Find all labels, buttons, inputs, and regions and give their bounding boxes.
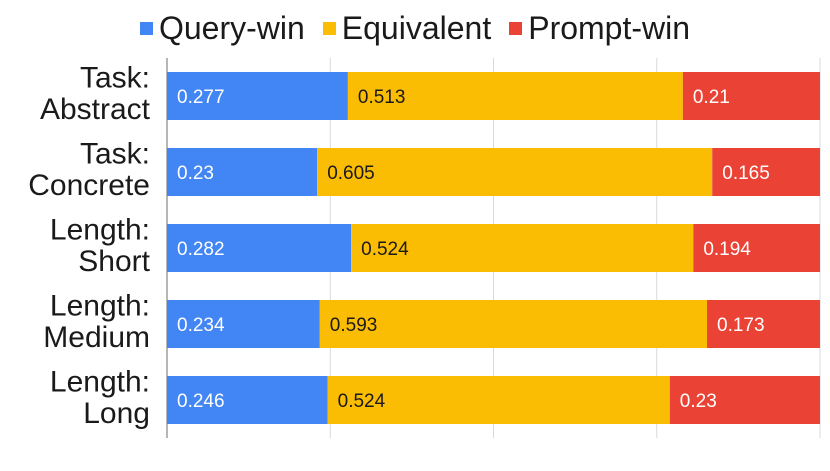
legend-swatch-prompt-win [509,21,523,35]
bar-prompt-win [682,72,820,120]
legend-swatch-equivalent [322,21,336,35]
category-label-line: Task: [80,62,150,95]
bar-equivalent [319,300,708,348]
bar-equivalent [317,148,713,196]
bar-query-win [167,376,328,424]
category-label-line: Long [83,397,150,430]
legend-item-equivalent: Equivalent [322,10,492,46]
bar-prompt-win [707,300,820,348]
bar-query-win [167,300,320,348]
category-label: Length: Short [50,214,151,279]
category-label-line: Abstract [40,93,151,126]
category-label-line: Short [78,245,150,278]
legend-label-query-win: Query-win [158,10,305,46]
category-label-line: Length: [50,214,150,247]
bar-label: 0.593 [330,315,378,336]
bar-prompt-win [669,376,820,424]
bar-prompt-win [693,224,820,272]
bar-equivalent [351,224,694,272]
chart-legend: Query-win Equivalent Prompt-win [0,8,830,48]
category-label: Length: Medium [43,290,150,355]
legend-label-prompt-win: Prompt-win [528,10,691,46]
bar-label: 0.277 [177,87,225,108]
category-label-line: Length: [50,366,150,399]
bar-query-win [167,224,352,272]
category-label: Task: Concrete [28,138,150,203]
bar-label: 0.234 [177,315,225,336]
category-label-line: Length: [50,290,150,323]
bar-label: 0.194 [703,239,751,260]
bar-label: 0.23 [177,163,214,184]
category-label: Length: Long [50,366,150,431]
bar-label: 0.605 [327,163,375,184]
bar-label: 0.524 [361,239,409,260]
legend-swatch-query-win [139,21,153,35]
bar-equivalent [347,72,683,120]
bar-query-win [167,72,348,120]
bar-query-win [167,148,318,196]
category-label-line: Medium [43,321,150,354]
legend-item-prompt-win: Prompt-win [509,12,690,44]
category-label-line: Concrete [28,169,150,202]
bar-label: 0.165 [722,163,770,184]
bar-equivalent [327,376,670,424]
category-label-line: Task: [80,138,150,171]
bar-prompt-win [712,148,820,196]
category-label: Task: Abstract [40,62,151,127]
bar-label: 0.513 [358,87,406,108]
bar-label: 0.282 [177,239,225,260]
bar-label: 0.524 [338,391,386,412]
bar-label: 0.23 [680,391,717,412]
bar-label: 0.173 [717,315,765,336]
bar-label: 0.246 [177,391,225,412]
legend-label-equivalent: Equivalent [341,10,492,46]
legend-item-query-win: Query-win [139,10,305,46]
bar-label: 0.21 [693,87,730,108]
